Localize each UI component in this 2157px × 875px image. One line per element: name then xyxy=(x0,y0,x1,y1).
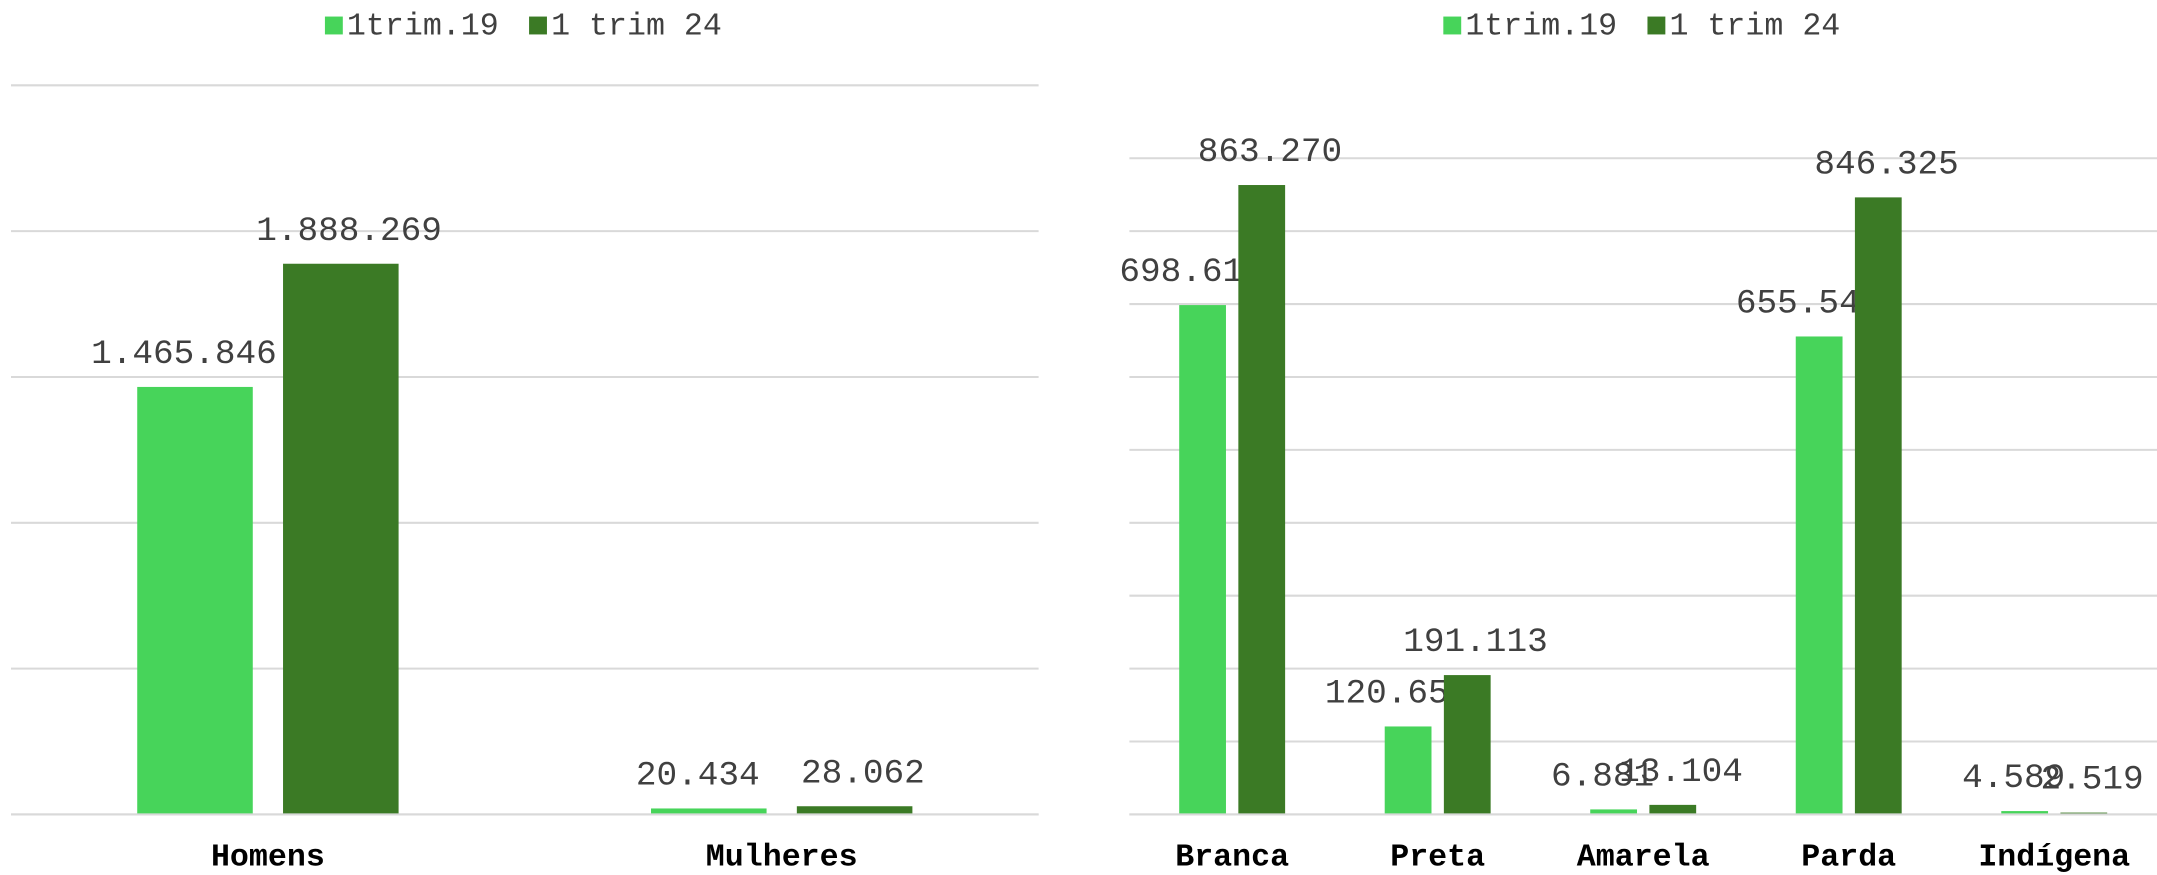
data-label: 28.062 xyxy=(801,754,925,793)
x-tick-label: Branca xyxy=(1175,840,1289,875)
bar xyxy=(1443,675,1491,815)
bar xyxy=(1795,336,1843,815)
bar xyxy=(1590,809,1638,815)
bar xyxy=(796,806,913,815)
bar xyxy=(283,263,399,815)
bar xyxy=(651,808,767,815)
bar xyxy=(1854,197,1902,815)
x-tick-label: Mulheres xyxy=(706,840,858,875)
x-tick-label: Amarela xyxy=(1577,840,1710,875)
x-tick-label: Preta xyxy=(1390,840,1485,875)
legend-swatch xyxy=(1647,16,1666,35)
x-tick-label: Indígena xyxy=(1978,840,2130,875)
legend-label: 1trim.19 xyxy=(1465,10,1617,45)
bar xyxy=(1384,726,1432,815)
data-label: 6.881 xyxy=(1551,757,1654,796)
legend-swatch xyxy=(1443,16,1462,35)
bar xyxy=(1649,804,1697,815)
legend-label: 1 trim 24 xyxy=(1669,10,1840,45)
data-label: 1.465.846 xyxy=(91,335,277,374)
legend-swatch xyxy=(529,16,547,35)
data-label: 191.113 xyxy=(1403,623,1547,662)
legend-label: 1trim.19 xyxy=(347,10,499,45)
data-label: 846.325 xyxy=(1814,145,1958,184)
bar xyxy=(2001,811,2049,815)
data-label: 863.270 xyxy=(1198,133,1342,172)
data-label: 4.589 xyxy=(1962,759,2065,798)
bar xyxy=(137,386,253,815)
data-label: 13.104 xyxy=(1619,753,1743,792)
x-tick-label: Parda xyxy=(1801,840,1896,875)
data-label: 1.888.269 xyxy=(256,212,442,251)
x-tick-label: Homens xyxy=(211,840,325,875)
bar xyxy=(1179,305,1226,815)
data-label: 2.519 xyxy=(2040,761,2143,800)
bar xyxy=(1238,185,1286,815)
legend-label: 1 trim 24 xyxy=(551,10,722,45)
data-label: 20.434 xyxy=(636,757,760,796)
legend-swatch xyxy=(324,16,343,35)
